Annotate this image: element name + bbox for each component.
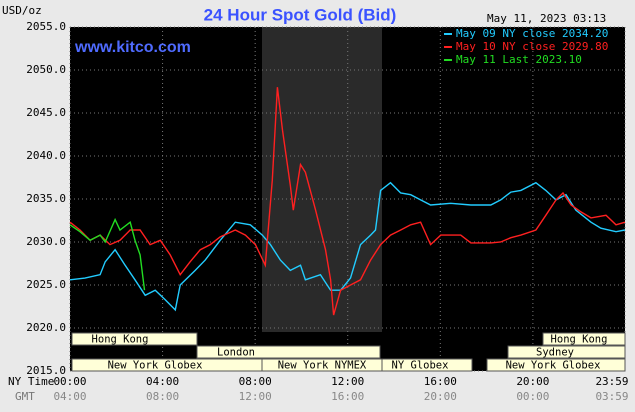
x-tick-label: 00:00 [53,375,86,388]
session-label: New York Globex [108,360,203,372]
session-label: London [217,347,255,359]
x-tick-label: 04:00 [146,375,179,388]
session-box [507,345,626,359]
y-tick-label: 2015.0 [26,364,66,377]
x-tick-label: 20:00 [516,375,549,388]
session-box [196,345,381,359]
x2-tick-label: 20:00 [424,390,457,403]
session-label: Hong Kong [551,334,608,346]
session-box [71,332,198,346]
series-line [69,87,626,316]
series-line [69,217,146,291]
chart-title: 24 Hour Spot Gold (Bid) [204,5,397,24]
x-tick-label: 23:59 [595,375,628,388]
session-label: New York Globex [506,360,601,372]
website: www.kitco.com [74,39,191,56]
session-box [486,358,626,372]
legend-label: May 09 NY close 2034.20 [456,27,608,40]
nymex-shade [262,27,382,332]
x2-tick-label: 04:00 [53,390,86,403]
session-label: Sydney [536,347,574,359]
x-tick-label: 12:00 [331,375,364,388]
x2-tick-label: 03:59 [595,390,628,403]
legend-label: May 10 NY close 2029.80 [456,40,608,53]
session-label: New York NYMEX [278,360,367,372]
x2-tick-label: 12:00 [239,390,272,403]
session-label: Hong Kong [92,334,149,346]
lines [69,87,626,316]
session-box [381,358,473,372]
x2-axis-label: GMT [15,390,35,403]
y-tick-label: 2040.0 [26,149,66,162]
y-axis-label: USD/oz [2,4,42,17]
session-label: NY Globex [392,360,449,372]
y-tick-label: 2050.0 [26,63,66,76]
x2-tick-label: 16:00 [331,390,364,403]
legend-label: May 11 Last 2023.10 [456,53,582,66]
y-tick-label: 2030.0 [26,235,66,248]
y-tick-label: 2035.0 [26,192,66,205]
sessions: Hong Kong London New York Globex New Yor… [71,332,626,372]
x2-tick-label: 08:00 [146,390,179,403]
x-tick-label: 16:00 [424,375,457,388]
y-tick-label: 2045.0 [26,106,66,119]
timestamp: May 11, 2023 03:13 [487,12,606,25]
y-tick-label: 2025.0 [26,278,66,291]
y-tick-label: 2020.0 [26,321,66,334]
y-tick-label: 2055.0 [26,20,66,33]
x-axis-label: NY Time [8,375,54,388]
x2-tick-label: 00:00 [516,390,549,403]
session-box [542,332,626,346]
x-tick-label: 08:00 [239,375,272,388]
